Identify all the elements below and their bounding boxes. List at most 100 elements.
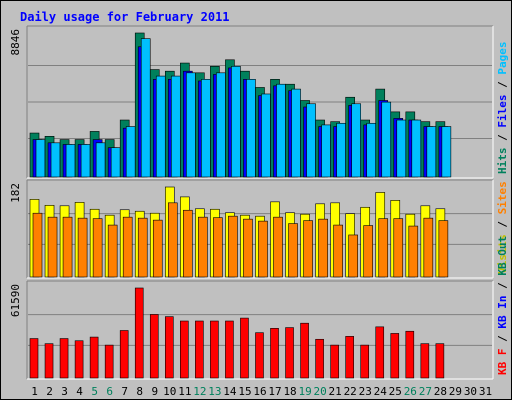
bar-sites-day-4 <box>77 217 88 278</box>
legend-hits-files-pages: Hits / Files / Pages <box>496 42 509 175</box>
legend-entry: KB F <box>496 349 509 376</box>
bar-sites-day-7 <box>122 216 133 278</box>
bar-pages-day-17 <box>276 83 286 178</box>
bar-kb-f-day-6 <box>104 344 114 379</box>
bar-kb-f-day-20 <box>315 338 324 379</box>
x-tick-label-22: 22 <box>344 385 357 398</box>
bar-pages-day-23 <box>366 122 377 178</box>
bar-pages-day-18 <box>291 88 301 178</box>
bar-sites-day-5 <box>92 218 103 278</box>
legend-entry: KB Out <box>496 236 509 276</box>
x-tick-label-31: 31 <box>479 385 492 398</box>
bar-kb-f-day-16 <box>255 332 264 379</box>
bar-pages-day-11 <box>186 72 196 178</box>
bar-sites-day-25 <box>393 218 404 278</box>
bar-sites-day-3 <box>62 216 73 278</box>
bar-kb-f-day-13 <box>210 320 219 379</box>
bar-pages-day-22 <box>351 103 361 178</box>
bar-kb-f-day-2 <box>44 343 54 379</box>
bar-pages-day-1 <box>35 139 46 178</box>
bar-pages-day-4 <box>80 144 91 178</box>
bar-pages-day-2 <box>50 142 61 178</box>
bar-pages-day-3 <box>65 144 76 178</box>
bar-kb-f-day-21 <box>330 344 339 379</box>
x-tick-label-23: 23 <box>359 385 372 398</box>
legend-entry: / <box>496 75 509 95</box>
bar-kb-f-day-24 <box>375 326 385 379</box>
y-max-label-visits-sites: 182 <box>9 183 22 203</box>
legend-entry: KB In <box>496 296 509 329</box>
bar-kb-f-day-26 <box>405 330 415 379</box>
x-tick-label-28: 28 <box>434 385 447 398</box>
bar-kb-f-day-4 <box>74 340 84 379</box>
bar-sites-day-8 <box>137 217 148 278</box>
bar-pages-day-15 <box>246 79 256 178</box>
chart-title: Daily usage for February 2011 <box>20 10 230 24</box>
bar-pages-day-21 <box>336 122 346 178</box>
legend-entry: Visits <box>496 234 509 274</box>
legend-entry: Files <box>496 95 509 128</box>
legend-visits-sites: Visits / Sites <box>496 181 509 274</box>
x-tick-label-25: 25 <box>389 385 402 398</box>
x-tick-label-14: 14 <box>223 385 237 398</box>
bar-pages-day-13 <box>216 72 226 178</box>
x-tick-label-13: 13 <box>208 385 221 398</box>
bar-pages-day-6 <box>110 147 121 178</box>
bar-sites-day-11 <box>183 209 193 278</box>
legend-entry: Pages <box>496 42 509 75</box>
bar-sites-day-18 <box>288 223 298 278</box>
bar-kb-f-day-23 <box>360 344 370 379</box>
bar-sites-day-24 <box>378 218 389 278</box>
x-tick-label-3: 3 <box>61 385 68 398</box>
bar-kb-f-day-10 <box>164 316 174 379</box>
legend-entry: / <box>496 214 509 234</box>
legend-entry: / <box>496 276 509 296</box>
bar-pages-day-8 <box>140 38 151 178</box>
x-tick-label-15: 15 <box>238 385 251 398</box>
bar-sites-day-2 <box>47 216 58 278</box>
x-tick-label-12: 12 <box>193 385 206 398</box>
bar-pages-day-16 <box>261 93 271 178</box>
x-tick-label-8: 8 <box>136 385 143 398</box>
legend-kbf-kbin-kbout: KB F / KB In / KB Out <box>496 236 509 375</box>
legend-entry: Hits <box>496 148 509 175</box>
x-tick-label-17: 17 <box>268 385 281 398</box>
bar-sites-day-26 <box>408 225 419 278</box>
bar-pages-day-24 <box>381 101 392 178</box>
y-max-label-hits-files-pages: 8846 <box>9 29 22 56</box>
bar-pages-day-28 <box>441 126 452 178</box>
bar-kb-f-day-12 <box>195 320 204 379</box>
bar-sites-day-23 <box>363 225 374 278</box>
bar-kb-f-day-14 <box>225 320 234 379</box>
bar-pages-day-9 <box>155 75 166 178</box>
x-tick-label-6: 6 <box>106 385 113 398</box>
bar-pages-day-19 <box>306 103 316 178</box>
y-max-label-kbf-kbin-kbout: 61590 <box>9 284 22 317</box>
bar-pages-day-25 <box>396 119 407 178</box>
bar-sites-day-27 <box>423 217 434 278</box>
bar-sites-day-19 <box>303 220 313 278</box>
bar-sites-day-20 <box>318 218 328 278</box>
bar-kb-f-day-19 <box>300 322 309 379</box>
bar-sites-day-17 <box>273 216 283 278</box>
bar-kb-f-day-17 <box>270 328 279 379</box>
bar-kb-f-day-27 <box>420 343 430 379</box>
x-tick-label-18: 18 <box>283 385 296 398</box>
x-tick-label-10: 10 <box>163 385 176 398</box>
bar-kb-f-day-25 <box>390 333 400 379</box>
bar-kb-f-day-22 <box>345 336 354 379</box>
bar-kb-f-day-8 <box>134 287 144 379</box>
bar-pages-day-7 <box>125 126 136 178</box>
bar-sites-day-1 <box>32 212 43 278</box>
bar-sites-day-9 <box>152 219 163 278</box>
x-tick-label-11: 11 <box>178 385 191 398</box>
bar-sites-day-6 <box>107 224 118 278</box>
legend-entry: / <box>496 128 509 148</box>
x-tick-label-19: 19 <box>298 385 311 398</box>
bar-kb-f-day-5 <box>89 336 99 379</box>
x-tick-label-27: 27 <box>419 385 432 398</box>
x-tick-label-24: 24 <box>374 385 388 398</box>
legend-entry: / <box>496 329 509 349</box>
